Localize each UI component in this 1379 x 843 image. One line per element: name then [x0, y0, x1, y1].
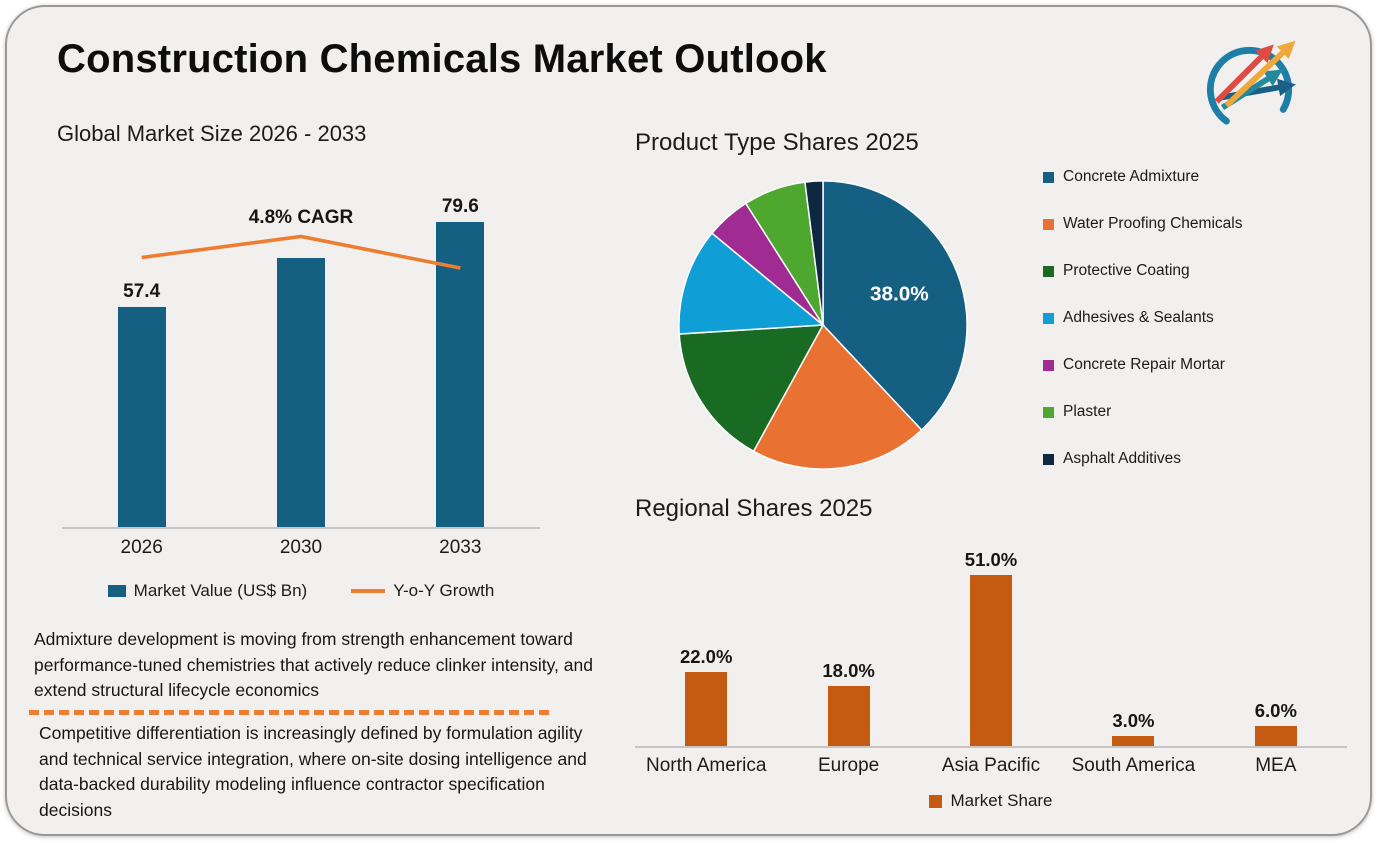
regional-plot-area: 22.0% 18.0% 51.0% 3.0% 6.0% — [635, 539, 1347, 748]
legend-item-water-proofing-chemicals: Water Proofing Chemicals — [1043, 214, 1242, 234]
bar-2030 — [276, 257, 325, 527]
bar-value-label: 51.0% — [964, 548, 1018, 570]
regional-shares-bar-group-south-america: 3.0% — [1062, 710, 1204, 746]
logo-arrow-red — [1214, 44, 1274, 104]
legend-label: Y-o-Y Growth — [393, 581, 495, 600]
x-axis-label-asia-pacific: Asia Pacific — [941, 755, 1041, 776]
regional-shares-heading: Regional Shares 2025 — [635, 495, 873, 522]
legend-square-swatch — [1043, 453, 1054, 465]
bar-asia-pacific — [970, 574, 1013, 746]
legend-item-adhesives-sealants: Adhesives & Sealants — [1043, 308, 1242, 328]
market-size-heading: Global Market Size 2026 - 2033 — [57, 121, 367, 146]
insight-text-2: Competitive differentiation is increasin… — [39, 723, 587, 820]
x-axis-label-mea: MEA — [1255, 755, 1297, 776]
legend-label: Asphalt Additives — [1063, 450, 1182, 467]
legend-item-asphalt-additives: Asphalt Additives — [1043, 449, 1242, 469]
legend-square-swatch — [1043, 265, 1054, 277]
market-size-x-axis: 2026 2030 2033 — [62, 537, 540, 559]
regional-shares-chart: 22.0% 18.0% 51.0% 3.0% 6.0% North America Eur… — [635, 539, 1347, 811]
market-size-bars: 57.4 79.6 — [62, 177, 540, 527]
legend-square-swatch — [1043, 359, 1054, 371]
bar-value-label: 22.0% — [679, 646, 733, 667]
legend-line-swatch — [351, 589, 386, 593]
global-market-size-bar-group-2033: 79.6 — [381, 196, 540, 527]
insight-text-1: Admixture development is moving from str… — [34, 629, 593, 701]
x-axis-label-2033: 2033 — [439, 537, 482, 558]
bar-south-america — [1112, 735, 1155, 746]
regional-shares-bar-group-europe: 18.0% — [777, 659, 919, 746]
product-type-pie-chart: 38.0% — [678, 180, 968, 470]
x-axis-label-2030: 2030 — [279, 537, 323, 558]
regional-shares-bar-group-mea: 6.0% — [1205, 700, 1347, 746]
legend-square-swatch — [1043, 312, 1054, 324]
pie-slice-concrete-admixture — [822, 180, 968, 432]
pie-slice-protective-coating — [678, 324, 825, 453]
bar-2026 — [117, 307, 166, 527]
logo-arrow-orange — [1224, 40, 1296, 108]
regional-bars: 22.0% 18.0% 51.0% 3.0% 6.0% — [635, 539, 1347, 746]
legend-item-protective-coating: Protective Coating — [1043, 261, 1242, 281]
legend-square-swatch — [1043, 171, 1054, 183]
regional-shares-bar-group-north-america: 22.0% — [635, 646, 777, 746]
bar-2033 — [436, 221, 485, 527]
legend-label: Water Proofing Chemicals — [1063, 215, 1243, 232]
pie-data-label: 38.0% — [870, 282, 929, 305]
logo-arrow-blue — [1220, 78, 1296, 101]
legend-label: Plaster — [1063, 403, 1112, 420]
page-title: Construction Chemicals Market Outlook — [57, 37, 827, 81]
legend-square-swatch — [107, 585, 126, 597]
legend-item-concrete-repair-mortar: Concrete Repair Mortar — [1043, 355, 1242, 375]
bar-value-label: 3.0% — [1112, 709, 1155, 731]
x-axis-label-europe: Europe — [817, 755, 880, 776]
dashed-divider — [29, 710, 549, 715]
legend-item-plaster: Plaster — [1043, 402, 1242, 422]
market-size-chart: 4.8% CAGR 57.4 79.6 2026 2030 2033 Market V… — [62, 177, 540, 601]
bar-value-label: 18.0% — [822, 659, 875, 681]
market-size-legend: Market Value (US$ Bn) Y-o-Y Growth — [62, 581, 540, 601]
cagr-annotation: 4.8% CAGR — [248, 207, 354, 228]
legend-label: Concrete Admixture — [1063, 168, 1200, 185]
global-market-size-bar-group-2030 — [221, 254, 380, 527]
legend-label: Market Value (US$ Bn) — [133, 581, 308, 600]
legend-square-swatch — [1043, 218, 1054, 230]
x-axis-label-2026: 2026 — [120, 537, 163, 558]
x-axis-label-north-america: North America — [646, 755, 767, 776]
bar-europe — [827, 685, 870, 746]
legend-label: Market Share — [950, 791, 1053, 810]
regional-x-axis: North America Europe Asia Pacific South Ame… — [635, 755, 1347, 777]
company-logo — [1206, 40, 1296, 125]
bar-north-america — [685, 672, 728, 746]
legend-item-market-share: Market Share — [929, 791, 1053, 811]
regional-shares-bar-group-asia-pacific: 51.0% — [920, 548, 1062, 746]
legend-square-swatch — [1043, 406, 1054, 418]
bar-value-label: 57.4 — [123, 281, 161, 302]
legend-label: Adhesives & Sealants — [1063, 309, 1214, 326]
legend-square-swatch — [929, 794, 943, 808]
global-market-size-bar-group-2026: 57.4 — [62, 281, 221, 527]
legend-item-market-value: Market Value (US$ Bn) — [107, 581, 308, 601]
product-type-heading: Product Type Shares 2025 — [635, 129, 919, 156]
legend-item-yoy-growth: Y-o-Y Growth — [351, 581, 494, 601]
regional-legend: Market Share — [635, 791, 1347, 811]
pie-slice-adhesives-sealants — [678, 232, 825, 335]
pie-slice-asphalt-additives — [804, 180, 824, 326]
pie-slice-water-proofing-chemicals — [752, 323, 923, 470]
legend-label: Protective Coating — [1063, 262, 1190, 279]
bar-value-label: 6.0% — [1254, 699, 1297, 721]
legend-item-concrete-admixture: Concrete Admixture — [1043, 167, 1242, 187]
legend-label: Concrete Repair Mortar — [1063, 356, 1225, 373]
x-axis-label-south-america: South America — [1071, 755, 1196, 776]
bar-mea — [1254, 725, 1297, 746]
infographic-card: Construction Chemicals Market Outlook Gl… — [5, 5, 1372, 836]
market-size-plot-area: 4.8% CAGR 57.4 79.6 — [62, 177, 540, 529]
bar-value-label: 79.6 — [441, 195, 479, 217]
product-type-legend: Concrete Admixture Water Proofing Chemica… — [1043, 167, 1242, 496]
